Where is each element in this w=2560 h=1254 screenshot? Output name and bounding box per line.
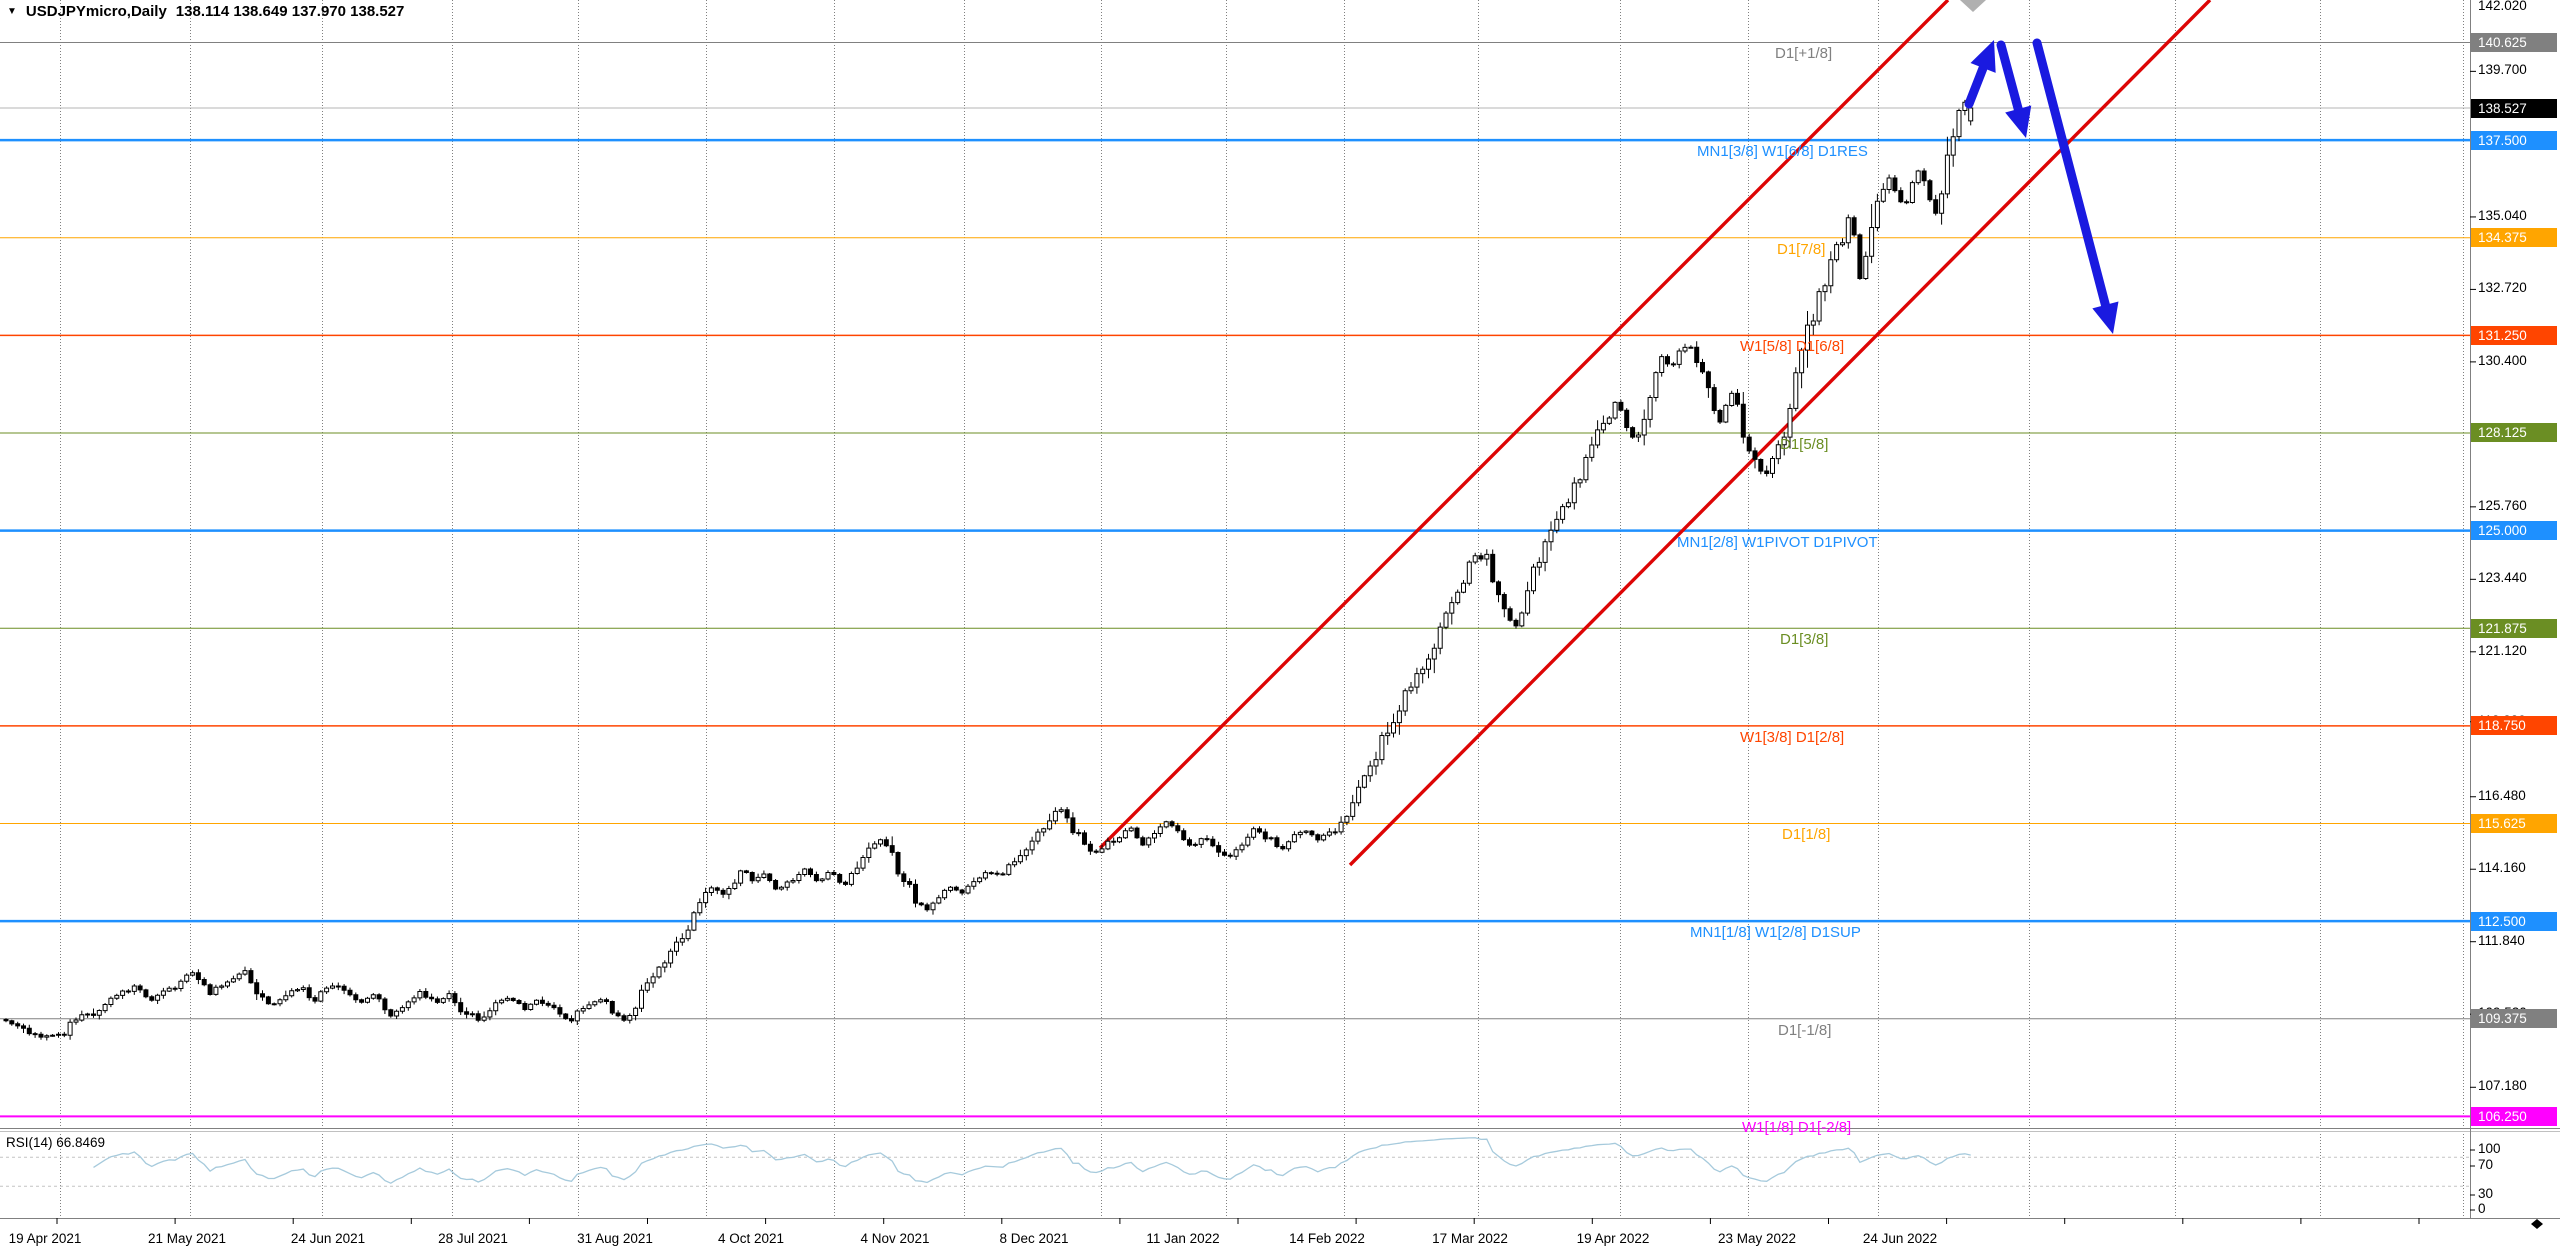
- time-axis-label: 11 Jan 2022: [1146, 1231, 1220, 1246]
- time-axis-label: 19 Apr 2022: [1576, 1231, 1650, 1246]
- price-level-badge: 115.625: [2471, 813, 2557, 833]
- price-tick-label: 123.440: [2478, 570, 2527, 586]
- murrey-level-label: D1[+1/8]: [1775, 45, 1833, 63]
- price-level-badge: 118.750: [2471, 716, 2557, 736]
- rsi-scale-label: 30: [2478, 1186, 2494, 1201]
- price-tick-label: 142.020: [2478, 0, 2527, 13]
- murrey-level-label: W1[3/8] D1[2/8]: [1740, 728, 1845, 746]
- murrey-level-label: D1[-1/8]: [1778, 1021, 1832, 1039]
- annotation-arrowhead-impulse-up[interactable]: [1970, 40, 1996, 73]
- pane-separator[interactable]: [0, 1128, 2560, 1129]
- annotation-arrow-projection-down[interactable]: [2032, 38, 2112, 316]
- price-tick-label: 130.400: [2478, 352, 2527, 368]
- time-axis-label: 31 Aug 2021: [577, 1231, 653, 1246]
- murrey-level-label: W1[1/8] D1[-2/8]: [1742, 1119, 1852, 1137]
- price-level-badge: 131.250: [2471, 325, 2557, 345]
- time-axis[interactable]: [0, 1218, 2560, 1254]
- murrey-level-label: MN1[3/8] W1[6/8] D1RES: [1697, 143, 1868, 161]
- time-axis-label: 24 Jun 2022: [1862, 1231, 1938, 1246]
- price-tick-label: 125.760: [2478, 497, 2527, 513]
- murrey-level-label: MN1[1/8] W1[2/8] D1SUP: [1690, 924, 1861, 942]
- pane-separator-inner: [0, 1131, 2560, 1132]
- price-level-badge: 106.250: [2471, 1106, 2557, 1126]
- price-level-badge: 121.875: [2471, 618, 2557, 638]
- murrey-level-label: D1[5/8]: [1780, 435, 1829, 453]
- scroll-end-marker[interactable]: [2531, 1219, 2543, 1229]
- murrey-level-label: D1[3/8]: [1780, 631, 1829, 649]
- symbol-period-label: USDJPYmicro,Daily: [25, 3, 167, 20]
- price-tick-label: 121.120: [2478, 642, 2527, 658]
- murrey-level-label: W1[5/8] D1[6/8]: [1740, 338, 1845, 356]
- time-axis-label: 17 Mar 2022: [1432, 1231, 1508, 1246]
- annotation-arrow-reversal-down[interactable]: [1996, 40, 2025, 120]
- candles-bullish: [44, 101, 1974, 1038]
- price-tick-label: 116.480: [2478, 787, 2526, 803]
- rsi-line: [93, 1137, 1971, 1184]
- object-anchor-marker[interactable]: [1960, 0, 1986, 12]
- murrey-level-label: MN1[2/8] W1PIVOT D1PIVOT: [1677, 533, 1878, 551]
- time-axis-label: 28 Jul 2021: [438, 1231, 508, 1246]
- time-axis-label: 8 Dec 2021: [999, 1231, 1069, 1246]
- murrey-level-label: D1[1/8]: [1782, 826, 1831, 844]
- time-axis-label: 4 Oct 2021: [717, 1231, 785, 1246]
- price-level-badge: 134.375: [2471, 228, 2557, 248]
- price-tick-label: 132.720: [2478, 280, 2527, 296]
- price-tick-label: 114.160: [2478, 860, 2526, 876]
- time-axis-label: 4 Nov 2021: [860, 1231, 930, 1246]
- one-click-collapse-icon[interactable]: ▼: [7, 6, 17, 17]
- price-tick-label: 107.180: [2478, 1078, 2527, 1094]
- time-axis-label: 23 May 2022: [1717, 1231, 1797, 1246]
- ohlc-readout: 138.114 138.649 137.970 138.527: [175, 3, 405, 20]
- rsi-scale-label: 70: [2478, 1157, 2494, 1172]
- current-price-badge: 138.527: [2471, 98, 2557, 118]
- price-tick-label: 135.040: [2478, 207, 2527, 223]
- price-level-badge: 112.500: [2471, 911, 2557, 931]
- price-tick-label: 139.700: [2478, 62, 2527, 78]
- candles-bearish: [3, 170, 1939, 1038]
- price-level-badge: 137.500: [2471, 130, 2557, 150]
- time-axis-label: 24 Jun 2021: [290, 1231, 366, 1246]
- time-axis-label: 19 Apr 2021: [8, 1231, 82, 1246]
- price-level-badge: 128.125: [2471, 423, 2557, 443]
- price-level-badge: 140.625: [2471, 32, 2557, 52]
- annotation-arrowhead-projection-down[interactable]: [2092, 301, 2119, 334]
- rsi-indicator-label: RSI(14) 66.8469: [6, 1135, 106, 1150]
- chart-title-bar: ▼ USDJPYmicro,Daily 138.114 138.649 137.…: [7, 3, 404, 20]
- murrey-level-label: D1[7/8]: [1777, 240, 1826, 258]
- rsi-scale-label: 100: [2478, 1141, 2501, 1156]
- time-axis-label: 14 Feb 2022: [1289, 1231, 1365, 1246]
- trend-channel-upper[interactable]: [1098, 0, 1950, 850]
- time-axis-label: 21 May 2021: [147, 1231, 227, 1246]
- candle-wicks: [5, 99, 1972, 1041]
- price-level-badge: 125.000: [2471, 521, 2557, 541]
- annotation-arrowhead-reversal-down[interactable]: [2005, 105, 2032, 138]
- price-level-badge: 109.375: [2471, 1009, 2557, 1029]
- price-tick-label: 111.840: [2478, 932, 2525, 948]
- annotation-arrow-impulse-up[interactable]: [1964, 57, 1990, 109]
- price-axis[interactable]: [2470, 0, 2560, 1218]
- rsi-scale-label: 0: [2478, 1201, 2486, 1216]
